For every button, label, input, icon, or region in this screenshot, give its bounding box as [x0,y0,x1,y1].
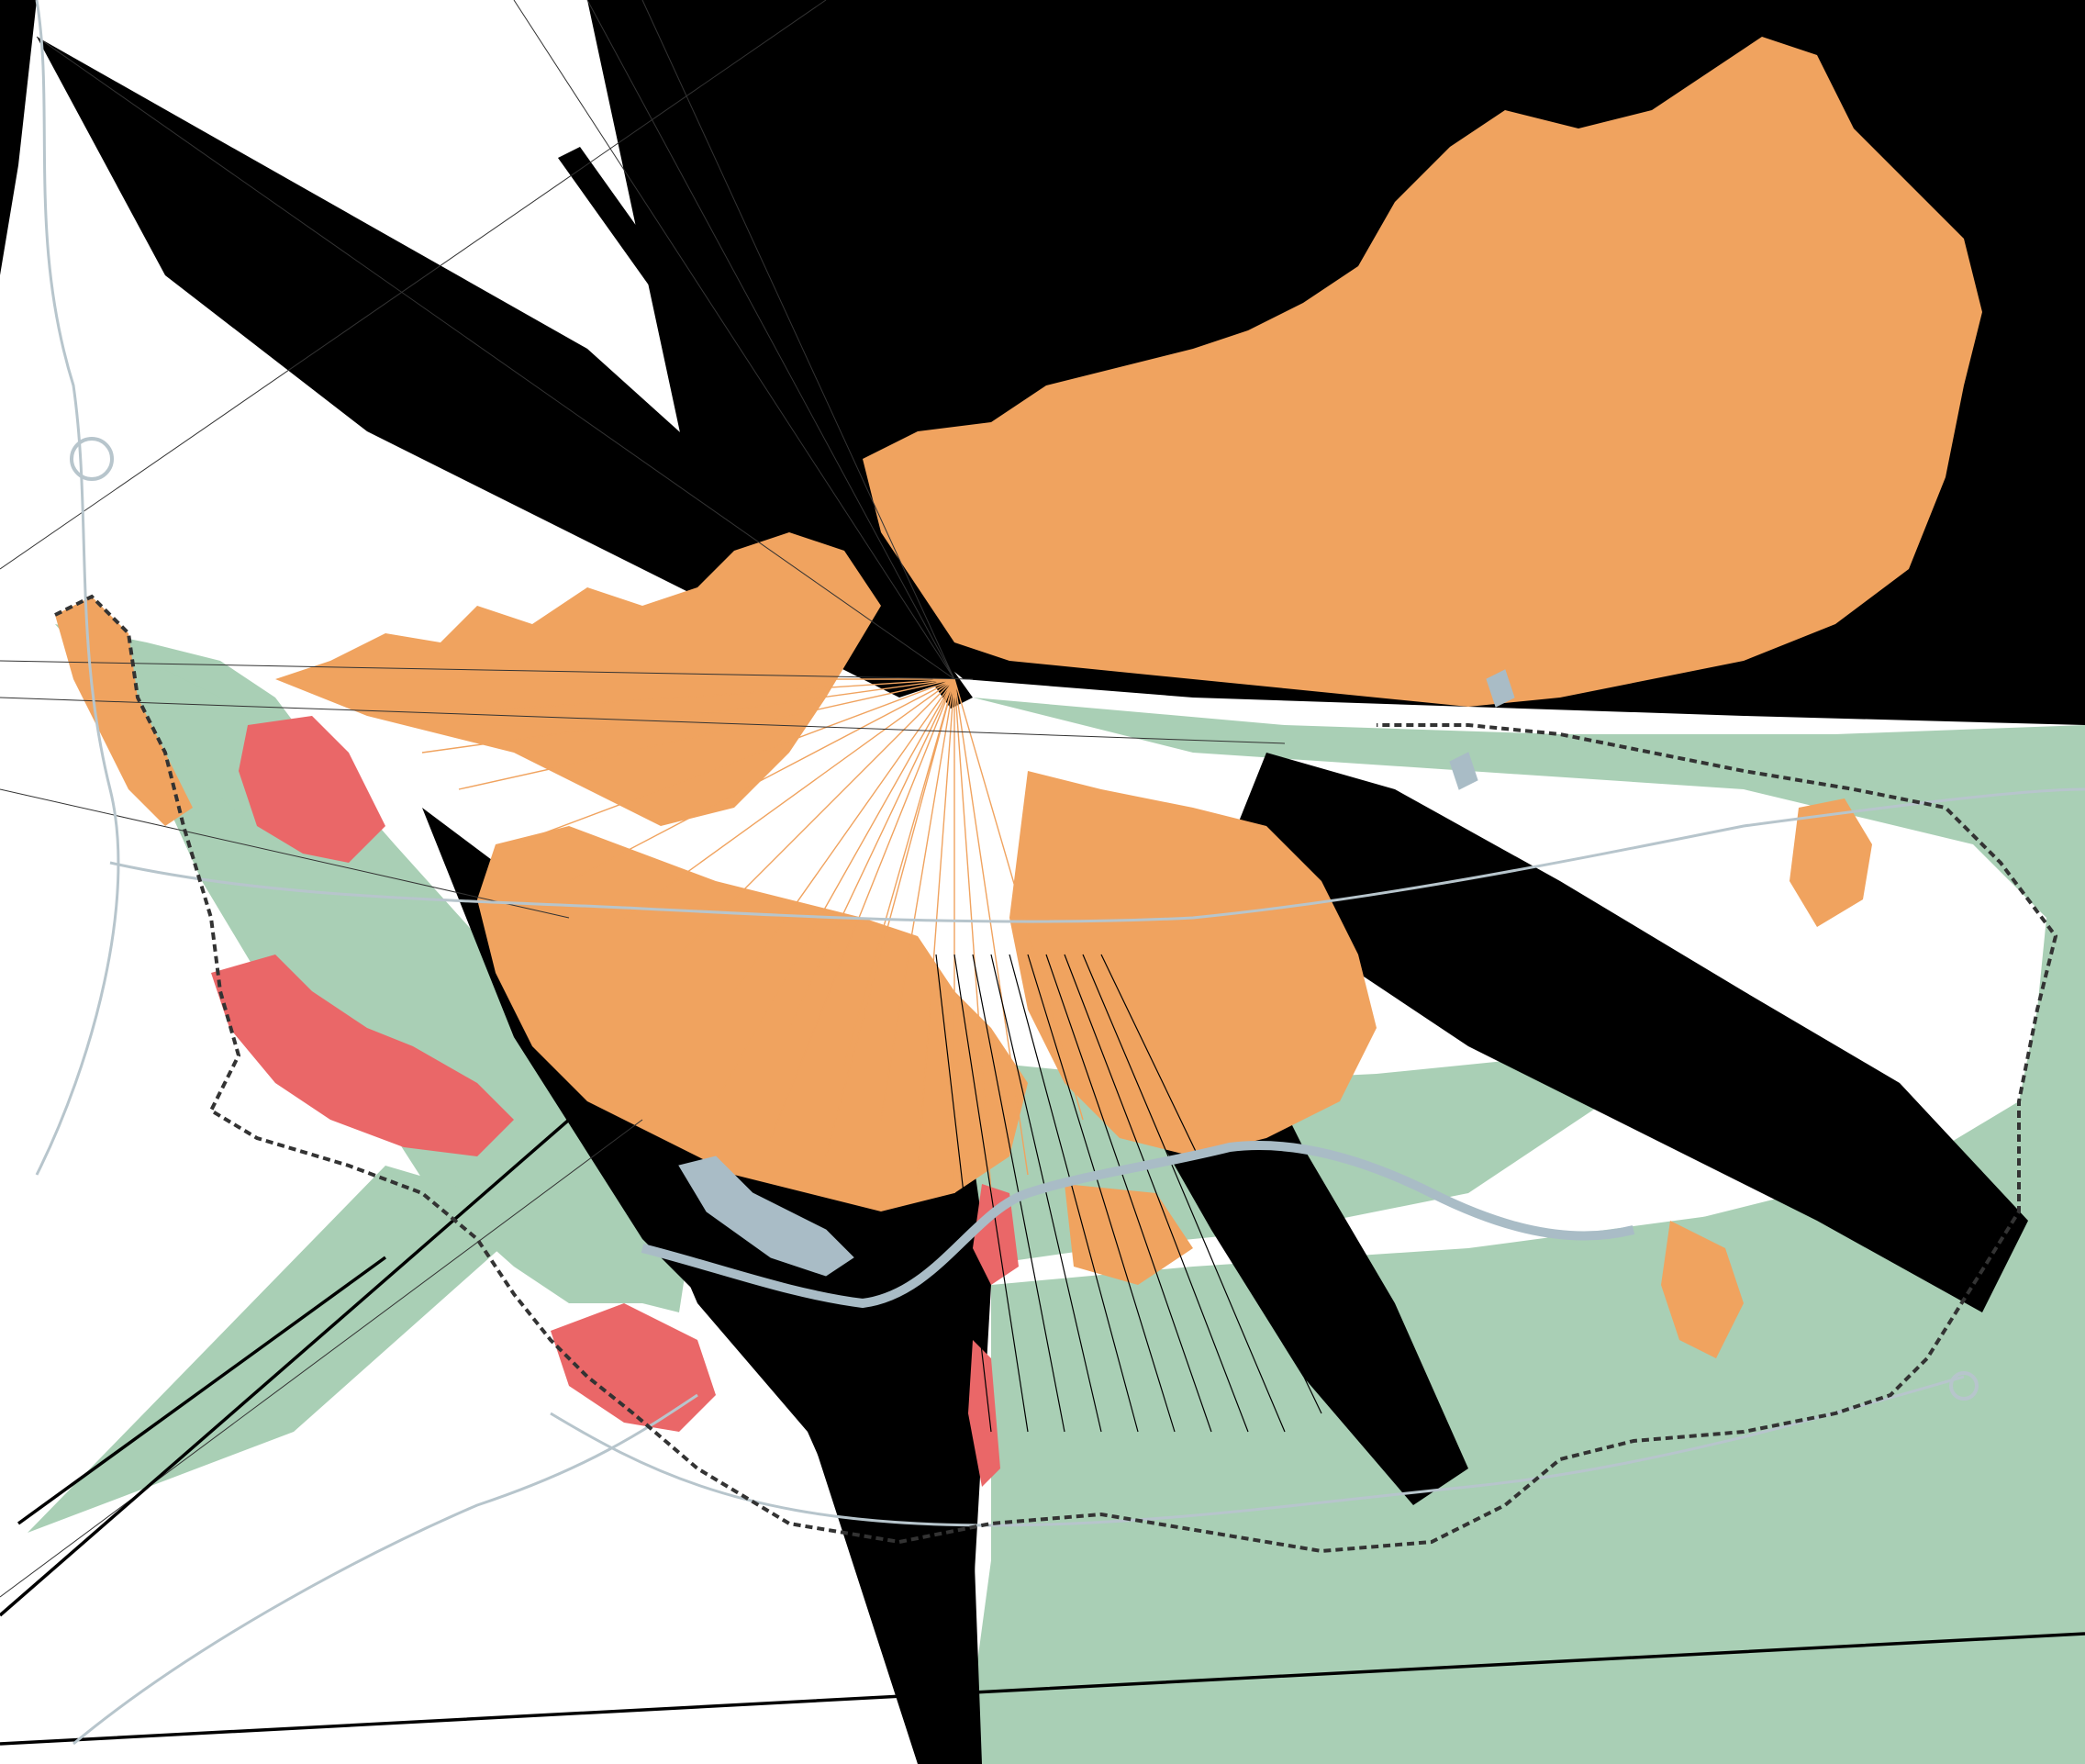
orange-zone-east-patch-2 [1661,1221,1744,1358]
wedge-lower-fan [642,1175,982,1764]
road-east-west [109,787,2085,923]
river [641,1141,1635,1309]
pond-1 [1486,669,1515,708]
roundabout [70,437,114,481]
highway-west [35,0,120,1176]
orange-zone-central [477,826,1028,1211]
road-south-west [72,1393,698,1746]
red-zone-middle [211,955,514,1156]
red-zone-south [551,1303,716,1432]
red-zone-small [968,1340,1000,1487]
roads [35,0,2085,1746]
red-zone-river [973,1184,1019,1285]
wedge-diagonal-bar [558,147,973,709]
orange-zone-northern-hills [863,37,1982,707]
pond-2 [1449,752,1478,790]
orange-zone-east-patch [1790,798,1872,927]
green-zone-south [964,1138,2085,1764]
municipal-boundary [54,594,2058,1554]
lake [678,1156,854,1277]
water-bodies [641,669,1635,1309]
wedge-left-edge [0,0,37,275]
red-zone-north [239,716,385,863]
road-south [550,1375,1965,1527]
thick-projection-lines [0,1118,2085,1746]
roundabout-east [1949,1371,1979,1401]
red-zones [211,716,1019,1487]
orange-zone-inner [1009,771,1377,1156]
wedge-east-bar [1230,753,2028,1312]
orange-zones [55,37,1982,1358]
orange-zone-river-patch [1065,1184,1193,1285]
radial-lines [385,678,1084,1194]
boundary-line [54,594,2058,1554]
thick-lines [0,1118,2085,1746]
radial-fan-orange [385,678,1084,1194]
wedge-northwest [37,37,954,698]
